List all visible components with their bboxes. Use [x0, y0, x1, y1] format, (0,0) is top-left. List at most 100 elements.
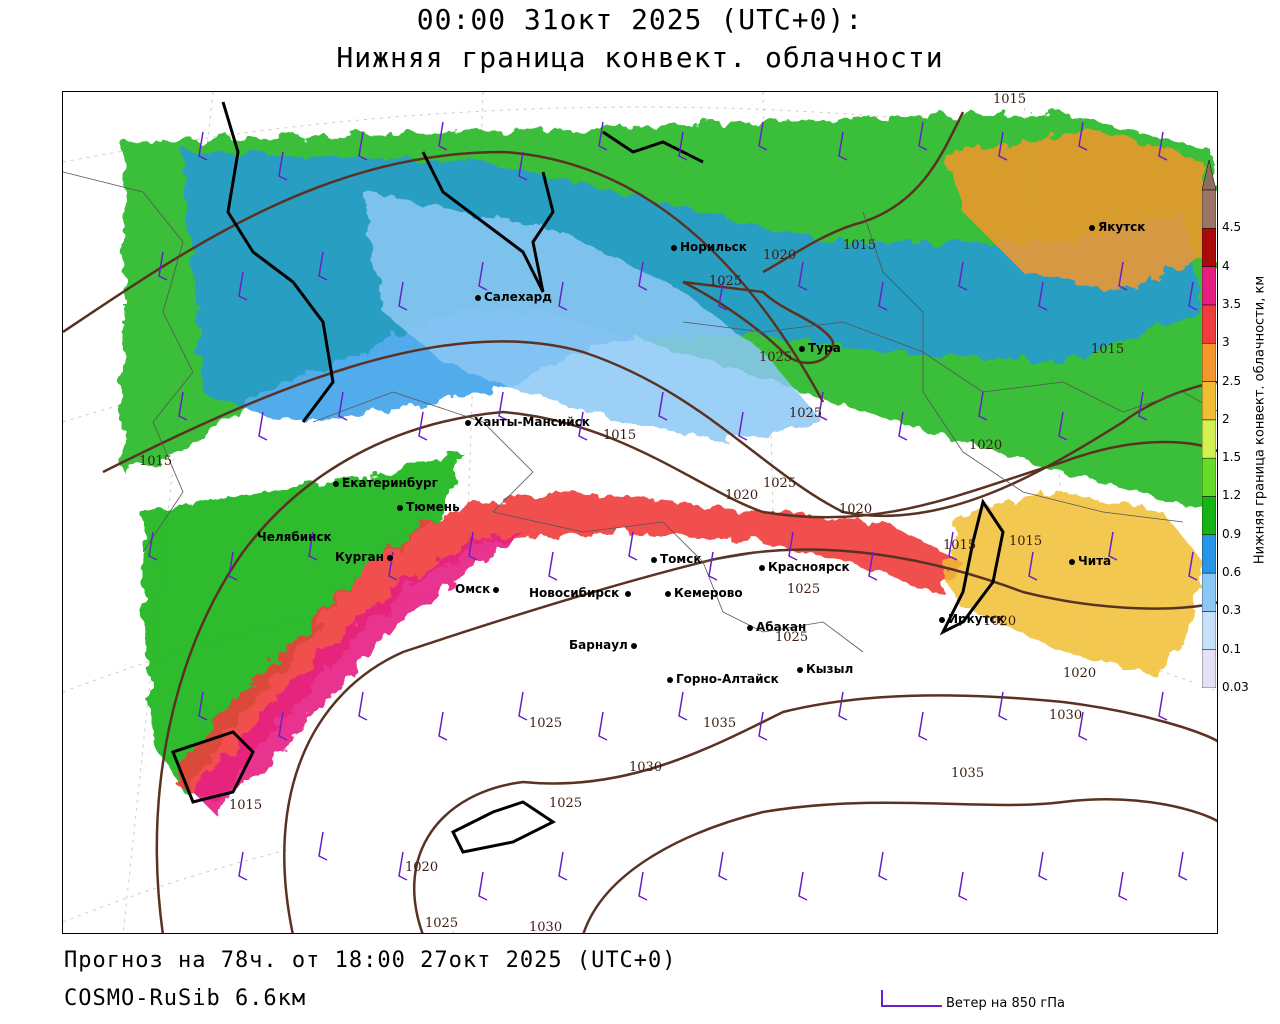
colorbar-swatch — [1202, 419, 1216, 459]
cloud-field-light-band — [363, 192, 823, 442]
city-marker — [759, 564, 765, 571]
colorbar-tick-label: 2 — [1222, 411, 1230, 426]
isobar-label: 1015 — [1091, 342, 1125, 357]
colorbar-tick-label: 0.1 — [1222, 641, 1242, 656]
wind-legend-label: Ветер на 850 гПа — [946, 996, 1065, 1011]
isobar-label: 1025 — [787, 582, 821, 597]
colorbar-swatch — [1202, 189, 1216, 229]
isobar-label: 1025 — [549, 796, 583, 811]
colorbar-tick-label: 3 — [1222, 335, 1230, 350]
city-marker — [651, 556, 657, 563]
city-label: Челябинск — [257, 530, 332, 544]
city-label: Екатеринбург — [333, 476, 438, 490]
cloud-field-front-core — [193, 532, 523, 812]
city-label: Иркутск — [939, 612, 1005, 626]
city-label: Тюмень — [397, 500, 460, 514]
isobar-label: 1015 — [843, 238, 877, 253]
colorbar-swatch — [1202, 572, 1216, 612]
isobar-label: 1020 — [969, 438, 1003, 453]
isobar-label: 1025 — [529, 716, 563, 731]
city-marker — [939, 616, 945, 623]
cloud-field — [123, 112, 1217, 933]
city-name: Тура — [808, 341, 841, 355]
cloud-field-orange-north — [943, 132, 1213, 292]
isobar-label: 1025 — [763, 476, 797, 491]
isobar-label: 1020 — [1063, 666, 1097, 681]
city-marker — [665, 590, 671, 597]
city-label: Чита — [1069, 554, 1111, 568]
city-name: Красноярск — [768, 560, 850, 574]
city-name: Екатеринбург — [342, 476, 438, 490]
colorbar-tick-label: 1.2 — [1222, 488, 1242, 503]
cloud-field-front — [173, 492, 963, 802]
colorbar-swatch — [1202, 611, 1216, 650]
city-name: Омск — [455, 582, 491, 596]
model-info: COSMO-RuSib 6.6км — [64, 986, 307, 1011]
city-label: Тура — [799, 341, 841, 355]
city-name: Новосибирск — [529, 586, 620, 600]
isobar-label: 1025 — [425, 916, 459, 931]
city-name: Ханты-Мансийск — [474, 415, 590, 429]
colorbar-swatch — [1202, 496, 1216, 536]
city-label: Красноярск — [759, 560, 850, 574]
isobar-label: 1020 — [763, 248, 797, 263]
city-name: Барнаул — [569, 638, 628, 652]
city-label: Омск — [455, 582, 502, 596]
isobar-label: 1015 — [139, 454, 173, 469]
isobar-label: 1015 — [993, 92, 1027, 107]
city-name: Томск — [660, 552, 702, 566]
isobar-label: 1020 — [839, 502, 873, 517]
colorbar-swatch — [1202, 381, 1216, 421]
city-marker — [475, 294, 481, 301]
colorbar-swatch — [1202, 228, 1216, 267]
city-name: Абакан — [756, 620, 807, 634]
city-label: Кемерово — [665, 586, 743, 600]
colorbar-cap — [1202, 160, 1216, 191]
city-label: Якутск — [1089, 220, 1145, 234]
city-marker — [1069, 558, 1075, 565]
colorbar-tick-label: 3.5 — [1222, 296, 1242, 311]
colorbar-tick-label: 0.03 — [1222, 680, 1249, 694]
colorbar-tick-label: 4 — [1222, 258, 1230, 273]
city-name: Горно-Алтайск — [676, 672, 779, 686]
colorbar-tick-label: 4.5 — [1222, 220, 1242, 235]
colorbar-swatch — [1202, 342, 1216, 382]
city-marker — [465, 419, 471, 426]
colorbar-label: Нижняя граница конвект. облачности, км — [1252, 275, 1268, 565]
city-name: Салехард — [484, 290, 552, 304]
isobars — [63, 111, 1217, 933]
cloud-field-south-west — [143, 452, 463, 792]
city-name: Якутск — [1098, 220, 1146, 234]
colorbar-swatch — [1202, 649, 1216, 688]
city-marker — [625, 590, 632, 597]
city-marker — [799, 345, 805, 352]
city-label: Норильск — [671, 240, 747, 254]
city-label: Кызыл — [797, 662, 853, 676]
map-title: 00:00 31окт 2025 (UTC+0): — [416, 3, 864, 36]
map-canvas — [63, 92, 1217, 933]
city-marker — [333, 480, 339, 487]
colorbar-swatch — [1202, 534, 1216, 574]
city-label: Барнаул — [569, 638, 640, 652]
map-subtitle: Нижняя граница конвект. облачности — [336, 41, 944, 74]
city-label: Курган — [335, 550, 396, 564]
colorbar-tick-label: 2.5 — [1222, 373, 1242, 388]
colorbar-tick-label: 1.5 — [1222, 450, 1242, 465]
isobar-label: 1015 — [943, 538, 977, 553]
city-name: Тюмень — [406, 500, 460, 514]
isobar-label: 1020 — [405, 860, 439, 875]
colorbar-swatch — [1202, 266, 1216, 306]
isobar-label: 1025 — [759, 350, 793, 365]
city-marker — [747, 624, 753, 631]
isobar-label: 1035 — [703, 716, 737, 731]
city-marker — [493, 586, 500, 593]
city-marker — [386, 554, 393, 561]
admin-borders — [63, 171, 1217, 653]
city-label: Салехард — [475, 290, 552, 304]
coastline — [171, 101, 1005, 854]
isobar-label: 1020 — [983, 614, 1017, 629]
isobar-label: 1030 — [529, 920, 563, 934]
isobar-label: 1020 — [725, 488, 759, 503]
cloud-field-clear-south — [283, 532, 1217, 933]
isobar-label: 1025 — [775, 630, 809, 645]
